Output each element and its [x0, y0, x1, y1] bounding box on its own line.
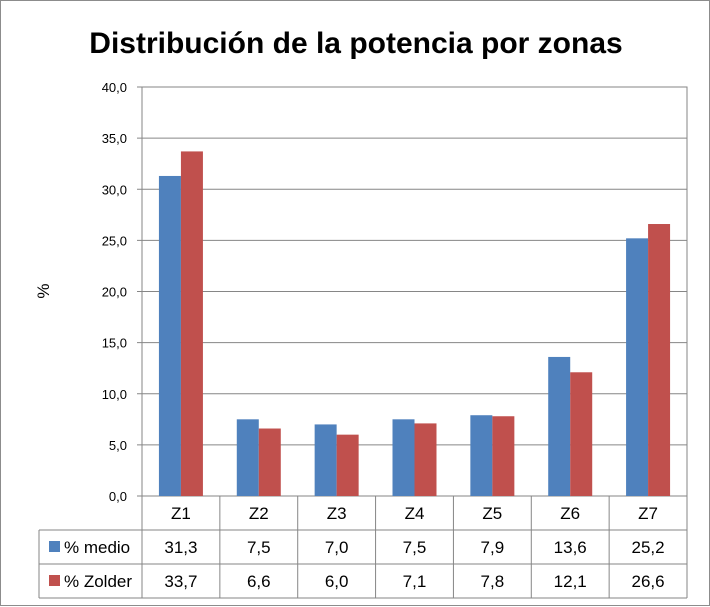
y-tick-label: 25,0 [102, 233, 127, 248]
bar-medio-z5 [470, 415, 493, 496]
y-tick-label: 35,0 [102, 131, 127, 146]
bar-medio-z3 [314, 424, 337, 496]
legend-key-medio [49, 541, 60, 552]
legend-label: % medio [64, 538, 130, 557]
data-table-cell: 25,2 [632, 538, 665, 557]
y-tick-label: 40,0 [102, 80, 127, 95]
gridlines [142, 137, 687, 446]
bar-medio-z2 [236, 419, 259, 496]
legend-key-zolder [49, 575, 60, 586]
bar-zolder-z6 [570, 372, 593, 496]
legend-label: % Zolder [64, 572, 132, 591]
category-label: Z2 [249, 504, 269, 523]
y-tick-label: 20,0 [102, 285, 127, 300]
bar-medio-z4 [392, 419, 415, 496]
category-label: Z4 [405, 504, 425, 523]
data-table-cell: 7,9 [481, 538, 505, 557]
bar-medio-z6 [548, 356, 571, 496]
bar-zolder-z2 [258, 428, 281, 496]
y-tick-label: 0,0 [109, 489, 127, 504]
data-table-cell: 7,0 [325, 538, 349, 557]
data-table-cell: 6,0 [325, 572, 349, 591]
bar-medio-z1 [158, 175, 181, 496]
bar-zolder-z7 [648, 224, 671, 496]
data-table-cell: 26,6 [632, 572, 665, 591]
bar-zolder-z5 [492, 416, 515, 496]
data-table-cell: 6,6 [247, 572, 271, 591]
bar-zolder-z1 [180, 151, 203, 497]
y-tick-label: 30,0 [102, 182, 127, 197]
y-tick-label: 5,0 [109, 438, 127, 453]
category-label: Z3 [327, 504, 347, 523]
y-tick-label: 10,0 [102, 387, 127, 402]
chart-title: Distribución de la potencia por zonas [89, 27, 622, 60]
data-table-cell: 12,1 [554, 572, 587, 591]
category-label: Z1 [171, 504, 191, 523]
category-label: Z6 [560, 504, 580, 523]
data-table-cell: 13,6 [554, 538, 587, 557]
bar-zolder-z3 [336, 434, 359, 496]
category-label: Z5 [482, 504, 502, 523]
category-label: Z7 [638, 504, 658, 523]
y-axis-label: % [34, 283, 53, 298]
data-table-cell: 7,8 [481, 572, 505, 591]
bar-medio-z7 [626, 238, 649, 496]
data-table-cell: 33,7 [164, 572, 197, 591]
y-axis-ticks: 0,0 5,0 10,0 15,0 20,0 25,0 30,0 35,0 40,0 [102, 80, 142, 504]
bar-zolder-z4 [414, 423, 437, 496]
y-tick-label: 15,0 [102, 336, 127, 351]
data-table-cell: 7,5 [247, 538, 271, 557]
data-table-cell: 7,5 [403, 538, 427, 557]
data-table-cell: 31,3 [164, 538, 197, 557]
bars [158, 151, 671, 497]
data-table-cell: 7,1 [403, 572, 427, 591]
data-table: Z1 Z2 Z3 Z4 Z5 Z6 Z7 % medio 31,3 7,5 7,0 7,5 7,9 13,… [38, 496, 688, 599]
